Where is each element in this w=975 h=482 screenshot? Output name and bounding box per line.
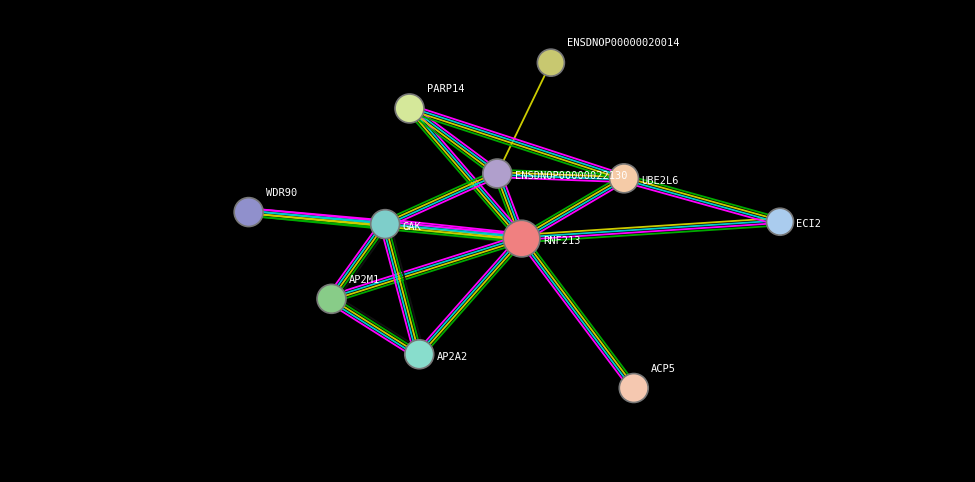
Text: PARP14: PARP14 [427,84,464,94]
Circle shape [537,49,565,76]
Circle shape [405,340,434,369]
Circle shape [619,374,648,402]
Circle shape [317,284,346,313]
Text: GAK: GAK [403,222,421,231]
Text: ECI2: ECI2 [797,219,822,229]
Text: WDR90: WDR90 [266,188,297,198]
Circle shape [395,94,424,123]
Text: AP2M1: AP2M1 [349,275,380,284]
Circle shape [234,198,263,227]
Text: AP2A2: AP2A2 [437,352,468,362]
Circle shape [370,210,400,239]
Text: UBE2L6: UBE2L6 [642,176,679,186]
Circle shape [609,164,639,193]
Text: ENSDNOP00000020014: ENSDNOP00000020014 [567,39,680,48]
Text: ACP5: ACP5 [651,364,677,374]
Circle shape [483,159,512,188]
Circle shape [766,208,794,235]
Text: ENSDNOP00000022130: ENSDNOP00000022130 [515,171,627,181]
Text: RNF213: RNF213 [543,236,580,246]
Circle shape [503,220,540,257]
